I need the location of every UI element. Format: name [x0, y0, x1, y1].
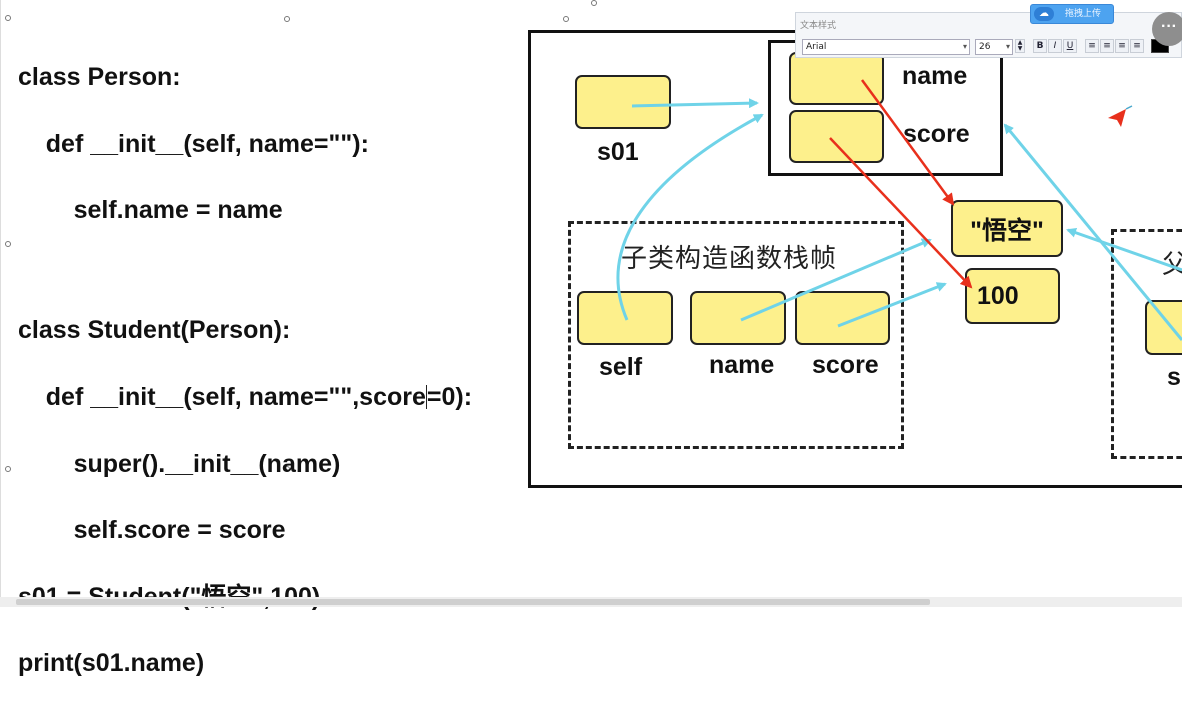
arrow-s01-to-object — [631, 98, 759, 109]
child-name-label: name — [709, 351, 775, 379]
child-constructor-frame — [568, 221, 904, 449]
code-line-part: =0): — [426, 382, 473, 411]
selection-handle[interactable] — [5, 241, 11, 247]
arrow-score-param-to-int — [837, 282, 947, 328]
arrow-name-param-to-string — [740, 238, 932, 322]
italic-button[interactable]: I — [1048, 39, 1062, 53]
parent-constructor-frame — [1111, 229, 1182, 459]
parent-self-cell — [1145, 300, 1182, 355]
code-line: self.score = score — [18, 516, 286, 545]
bold-button[interactable]: B — [1033, 39, 1047, 53]
font-size-value: 26 — [979, 42, 991, 52]
text-style-toolbar: 文本样式 Arial ▾ 26 ▾ ▲ ▼ B I U ≡ ≡ ≡ ≡ — [795, 12, 1182, 58]
align-right-icon[interactable]: ≡ — [1115, 39, 1129, 53]
font-family-select[interactable]: Arial ▾ — [802, 39, 970, 55]
selection-handle[interactable] — [591, 0, 597, 6]
horizontal-scrollbar[interactable] — [0, 597, 1182, 607]
align-left-icon[interactable]: ≡ — [1085, 39, 1099, 53]
font-size-stepper[interactable]: ▲ ▼ — [1015, 39, 1025, 53]
drag-upload-button[interactable]: ☁ 拖拽上传 — [1030, 4, 1114, 24]
code-line: self.name = name — [18, 196, 283, 225]
mouse-cursor-icon — [1108, 109, 1126, 127]
code-line: super().__init__(name) — [18, 449, 341, 478]
int-value-cell: 100 — [965, 268, 1060, 324]
arrow-obj-name-to-string — [860, 79, 955, 206]
chevron-down-icon: ▾ — [1005, 42, 1010, 51]
obj-name-label: name — [902, 62, 968, 90]
align-justify-icon[interactable]: ≡ — [1130, 39, 1144, 53]
cloud-icon: ☁ — [1034, 7, 1054, 21]
string-value-cell: "悟空" — [951, 200, 1063, 257]
selection-handle[interactable] — [5, 466, 11, 472]
upload-label: 拖拽上传 — [1065, 9, 1102, 19]
code-line: class Student(Person): — [18, 316, 291, 345]
selection-handle[interactable] — [284, 466, 290, 472]
code-line: print(s01.name) — [18, 649, 205, 678]
s01-label: s01 — [597, 138, 639, 166]
child-score-cell — [795, 291, 890, 345]
arrow-parent-to-object — [1003, 123, 1182, 341]
code-line: def __init__(self, name="",score=0): — [18, 381, 472, 414]
arrow-layer — [616, 79, 1182, 341]
parent-self-label: s — [1167, 363, 1181, 391]
code-line: def __init__(self, name=""): — [18, 129, 369, 158]
arrow-parent-to-string — [1066, 227, 1182, 272]
text-caret — [425, 384, 427, 409]
child-self-label: self — [599, 353, 643, 381]
obj-score-label: score — [903, 120, 970, 148]
code-line: class Person: — [18, 63, 181, 92]
underline-button[interactable]: U — [1063, 39, 1077, 53]
child-score-label: score — [812, 351, 879, 379]
scrollbar-thumb[interactable] — [16, 599, 930, 605]
font-family-value: Arial — [806, 42, 827, 52]
arrow-obj-score-to-int — [829, 137, 973, 289]
s01-cell — [575, 75, 671, 129]
selection-handle[interactable] — [5, 15, 11, 21]
obj-score-cell — [789, 110, 884, 163]
child-name-cell — [690, 291, 786, 345]
chevron-down-icon: ▾ — [962, 42, 967, 51]
arrow-self-to-object — [616, 113, 764, 321]
selection-handle[interactable] — [563, 16, 569, 22]
font-size-select[interactable]: 26 ▾ — [975, 39, 1013, 55]
selection-handle[interactable] — [284, 16, 290, 22]
code-line-part: def __init__(self, name="",score — [18, 382, 426, 411]
child-frame-title: 子类构造函数栈帧 — [621, 244, 838, 274]
canvas-left-edge — [0, 0, 1, 597]
more-options-button[interactable]: ··· — [1152, 12, 1182, 46]
toolbar-title: 文本样式 — [800, 21, 837, 31]
align-center-icon[interactable]: ≡ — [1100, 39, 1114, 53]
